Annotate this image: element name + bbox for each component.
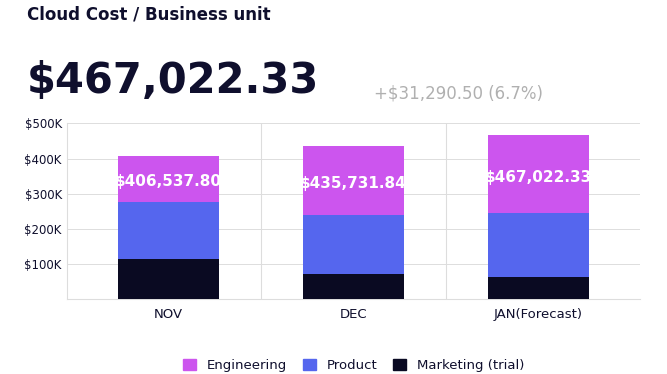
Bar	[303, 146, 404, 215]
Text: +$31,290.50 (6.7%): +$31,290.50 (6.7%)	[374, 84, 542, 102]
Bar	[303, 274, 404, 299]
Text: $406,537.80: $406,537.80	[115, 174, 222, 189]
Bar	[117, 156, 219, 202]
Text: $467,022.33: $467,022.33	[27, 60, 319, 102]
Legend: Engineering, Product, Marketing (trial): Engineering, Product, Marketing (trial)	[183, 359, 524, 372]
Text: $435,731.84: $435,731.84	[300, 177, 407, 191]
Bar	[117, 202, 219, 260]
Bar	[303, 215, 404, 274]
Text: $467,022.33: $467,022.33	[485, 171, 592, 186]
Bar	[488, 135, 590, 213]
Text: Cloud Cost / Business unit: Cloud Cost / Business unit	[27, 6, 270, 24]
Bar	[488, 278, 590, 299]
Bar	[117, 260, 219, 299]
Bar	[488, 213, 590, 278]
